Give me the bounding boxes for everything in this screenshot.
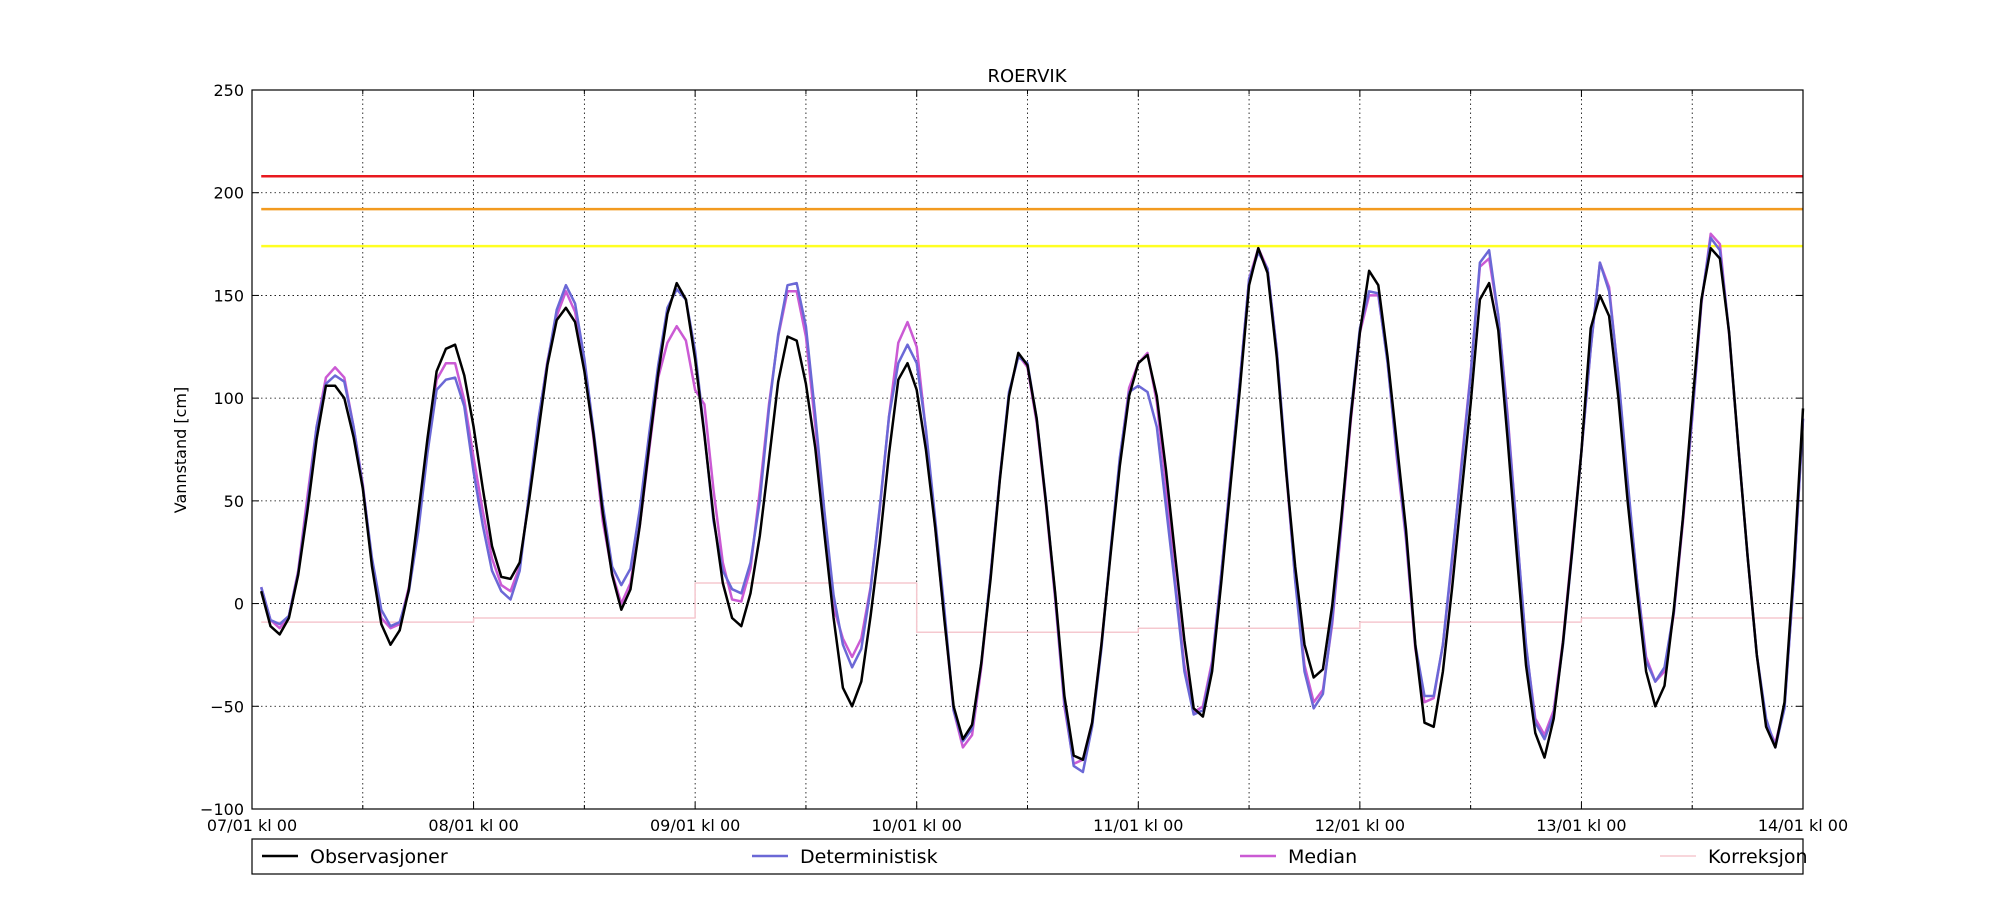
legend-label-median: Median xyxy=(1288,846,1357,868)
legend-label-korreksjon: Korreksjon xyxy=(1708,846,1808,868)
y-tick-label: 50 xyxy=(224,492,244,511)
x-tick-label: 09/01 kl 00 xyxy=(650,816,740,835)
y-tick-label: 250 xyxy=(213,81,244,100)
axis-ticks: −100 −50 0 50 100 150 200 250 07/01 kl 00 08/01 k… xyxy=(200,81,1848,835)
legend-label-deterministisk: Deterministisk xyxy=(800,846,938,868)
series-line-korreksjon xyxy=(261,582,1803,634)
y-axis-label: Vannstand [cm] xyxy=(171,387,190,513)
legend-frame xyxy=(251,838,1804,875)
x-tick-label: 07/01 kl 00 xyxy=(207,816,297,835)
x-tick-label: 08/01 kl 00 xyxy=(428,816,518,835)
x-tick-label: 10/01 kl 00 xyxy=(872,816,962,835)
series-lines xyxy=(259,232,1805,774)
threshold-lines xyxy=(261,175,1803,248)
y-tick-label: 200 xyxy=(213,184,244,203)
x-tick-label: 14/01 kl 00 xyxy=(1758,816,1848,835)
legend-label-observasjoner: Observasjoner xyxy=(310,846,448,868)
chart-title: ROERVIK xyxy=(988,66,1068,87)
legend: Observasjoner Deterministisk Median Korreks… xyxy=(251,838,1808,875)
y-tick-label: 150 xyxy=(213,286,244,305)
y-tick-label: −100 xyxy=(200,800,244,819)
x-tick-label: 13/01 kl 00 xyxy=(1536,816,1626,835)
y-tick-label: 100 xyxy=(213,389,244,408)
x-tick-label: 11/01 kl 00 xyxy=(1093,816,1183,835)
series-line-observasjoner xyxy=(259,246,1805,761)
y-tick-label: 0 xyxy=(234,595,244,614)
y-tick-label: −50 xyxy=(210,697,244,716)
x-tick-label: 12/01 kl 00 xyxy=(1315,816,1405,835)
